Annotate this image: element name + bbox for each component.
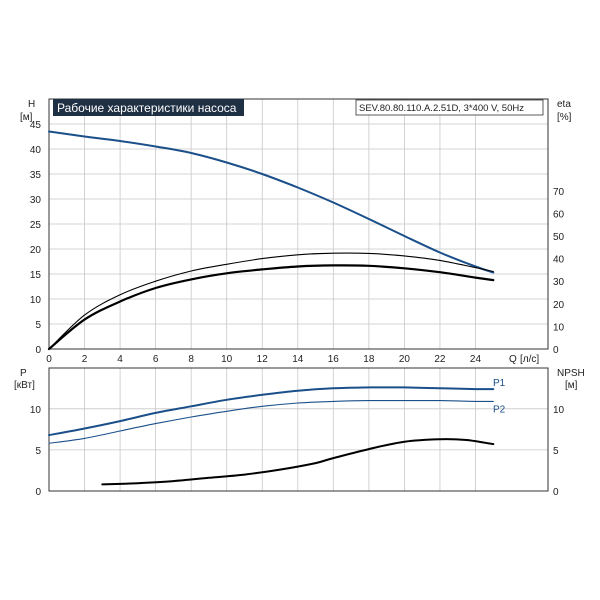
upper-grid [49, 99, 548, 349]
npsh-tick-label: 0 [553, 487, 559, 498]
eta-axis-label: eta [557, 99, 571, 110]
x-tick-label: 0 [46, 354, 52, 365]
npsh-curve [101, 438, 495, 486]
chart-title: Рабочие характеристики насоса [57, 101, 237, 115]
efficiency-curve-thin [48, 252, 494, 350]
eta-tick-label: 20 [553, 300, 565, 311]
p2-curve [48, 399, 494, 444]
npsh-axis-unit: [м] [565, 380, 578, 391]
x-tick-label: 20 [399, 354, 411, 365]
p-tick-label: 5 [35, 446, 41, 457]
x-tick-label: 12 [257, 354, 269, 365]
h-tick-label: 25 [30, 220, 42, 231]
head-curve [48, 130, 495, 274]
eta-tick-label: 40 [553, 255, 565, 266]
model-label: SEV.80.80.110.A.2.51D, 3*400 V, 50Hz [359, 103, 524, 114]
h-tick-label: 45 [30, 120, 42, 131]
p2-series-label: P2 [493, 404, 506, 415]
x-tick-label: 10 [221, 354, 233, 365]
h-tick-label: 5 [35, 320, 41, 331]
p1-series-label: P1 [493, 378, 506, 389]
h-tick-label: 0 [35, 345, 41, 356]
h-tick-label: 20 [30, 245, 42, 256]
x-tick-label: 22 [434, 354, 446, 365]
h-tick-label: 40 [30, 145, 42, 156]
series-labels: P1 P2 [493, 378, 506, 415]
h-tick-label: 15 [30, 270, 42, 281]
x-tick-label: 8 [188, 354, 194, 365]
eta-tick-label: 30 [553, 277, 565, 288]
h-axis-label: H [28, 99, 35, 110]
curves [47, 130, 495, 486]
eta-tick-label: 0 [553, 345, 559, 356]
x-tick-label: 16 [328, 354, 340, 365]
q-axis-unit: [л/с] [520, 354, 539, 365]
lower-grid [49, 368, 548, 491]
h-tick-label: 10 [30, 295, 42, 306]
h-tick-label: 35 [30, 170, 42, 181]
x-tick-label: 24 [470, 354, 482, 365]
h-axis-unit: [м] [20, 112, 33, 123]
x-tick-label: 18 [363, 354, 375, 365]
p-tick-label: 10 [30, 405, 42, 416]
efficiency-curve-thick [47, 264, 495, 351]
x-tick-label: 14 [292, 354, 304, 365]
h-tick-label: 30 [30, 195, 42, 206]
title-background [53, 99, 244, 116]
p1-curve [48, 386, 495, 437]
npsh-axis-label: NPSH [557, 368, 585, 379]
x-tick-label: 6 [153, 354, 159, 365]
q-axis-label: Q [509, 354, 517, 365]
lower-plot-frame [48, 367, 549, 492]
upper-plot-frame [48, 98, 549, 350]
p-tick-label: 0 [35, 487, 41, 498]
eta-tick-label: 50 [553, 232, 565, 243]
eta-tick-label: 10 [553, 322, 565, 333]
npsh-tick-label: 10 [553, 405, 565, 416]
eta-tick-label: 60 [553, 209, 565, 220]
model-box [355, 99, 544, 116]
p-axis-unit: [кВт] [14, 380, 35, 391]
eta-tick-label: 70 [553, 187, 565, 198]
eta-axis-unit: [%] [557, 112, 572, 123]
tick-labels: 0 2 4 6 8 10 12 14 16 18 20 22 240510152025303540450… [30, 120, 565, 498]
npsh-tick-label: 5 [553, 446, 559, 457]
x-tick-label: 2 [82, 354, 88, 365]
p-axis-label: P [20, 368, 27, 379]
x-tick-label: 4 [117, 354, 123, 365]
